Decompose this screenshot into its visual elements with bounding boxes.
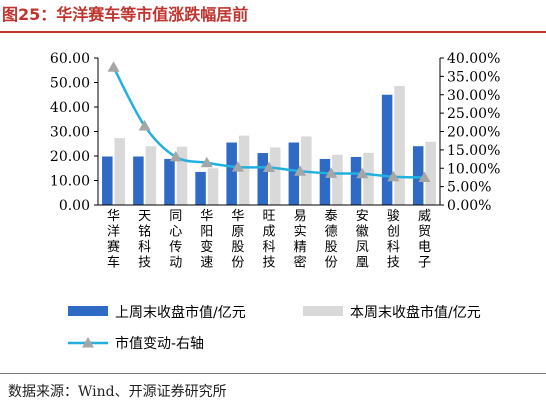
right-axis-tick-label: 20.00% (447, 125, 500, 141)
left-axis-tick-label: 40.00 (50, 100, 90, 116)
change-marker (107, 61, 120, 72)
bar-curr-week (363, 152, 374, 205)
bar-prev-week (257, 153, 268, 205)
change-marker (356, 167, 369, 179)
bar-curr-week (394, 85, 405, 205)
legend-label-change: 市值变动-右轴 (115, 335, 204, 352)
change-marker (200, 156, 213, 168)
right-axis-tick-label: 15.00% (447, 143, 500, 159)
right-axis-tick-label: 25.00% (447, 106, 500, 122)
source-rule (0, 373, 546, 374)
bar-curr-week (332, 154, 343, 205)
category-label: 易实精密 (294, 209, 307, 271)
change-marker (325, 167, 338, 178)
figure-title: 图25：华洋赛车等市值涨跌幅居前 (2, 5, 249, 24)
category-label: 威贸电子 (418, 209, 431, 271)
bar-curr-week (425, 141, 436, 205)
left-axis-tick-label: 30.00 (50, 125, 90, 141)
bar-prev-week (350, 156, 362, 205)
bar-prev-week (195, 171, 206, 205)
right-axis-tick-label: 0.00% (447, 198, 491, 214)
change-marker (418, 171, 431, 182)
right-axis-tick-label: 35.00% (447, 69, 500, 85)
legend-swatch-prev (68, 306, 108, 316)
bar-prev-week (226, 142, 237, 205)
category-label: 天铭科技 (138, 209, 151, 271)
left-axis-tick-label: 0.00 (59, 198, 90, 214)
category-label: 华原股份 (231, 209, 244, 271)
right-axis-tick-label: 5.00% (447, 180, 491, 196)
category-label: 同心传动 (169, 209, 182, 271)
bar-line-chart: 0.00 10.00 20.00 30.00 40.00 50.00 60.00 0.00% 5… (50, 51, 500, 352)
bar-prev-week (133, 156, 144, 205)
change-marker (138, 119, 151, 131)
legend-swatch-curr (303, 306, 343, 316)
bar-curr-week (270, 147, 281, 205)
bar-curr-week (238, 135, 250, 205)
bar-curr-week (145, 146, 157, 205)
bar-prev-week (412, 146, 424, 205)
change-marker (294, 165, 307, 176)
category-label: 泰德股份 (325, 209, 338, 271)
title-rule (0, 31, 546, 33)
change-line (112, 66, 425, 179)
change-marker (263, 161, 275, 173)
change-marker (387, 170, 400, 182)
bar-curr-week (176, 146, 188, 205)
category-label: 骏创科技 (387, 209, 400, 271)
bar-prev-week (288, 142, 300, 205)
bar-curr-week (114, 138, 126, 205)
bar-prev-week (381, 94, 393, 205)
bar-curr-week (207, 168, 219, 205)
category-label: 安徽凤凰 (356, 209, 369, 271)
right-axis-tick-label: 30.00% (447, 88, 500, 104)
left-axis-tick-label: 20.00 (50, 149, 90, 165)
change-marker (231, 161, 244, 172)
change-marker (169, 150, 182, 162)
left-axis-tick-label: 50.00 (50, 76, 90, 92)
left-axis-tick-label: 10.00 (50, 174, 90, 190)
right-axis-tick-label: 40.00% (447, 51, 500, 67)
right-axis-tick-label: 10.00% (447, 161, 500, 177)
bar-prev-week (102, 156, 113, 205)
legend-label-prev: 上周末收盘市值/亿元 (115, 304, 246, 321)
category-label: 旺成科技 (262, 209, 275, 271)
bar-prev-week (319, 158, 331, 205)
legend-label-curr: 本周末收盘市值/亿元 (350, 304, 481, 321)
category-label: 华阳变速 (200, 209, 213, 271)
source-note: 数据来源：Wind、开源证券研究所 (8, 384, 227, 400)
left-axis-tick-label: 60.00 (50, 51, 90, 67)
legend-marker-change (82, 337, 94, 348)
bar-prev-week (164, 158, 175, 205)
category-label: 华洋赛车 (107, 209, 120, 271)
